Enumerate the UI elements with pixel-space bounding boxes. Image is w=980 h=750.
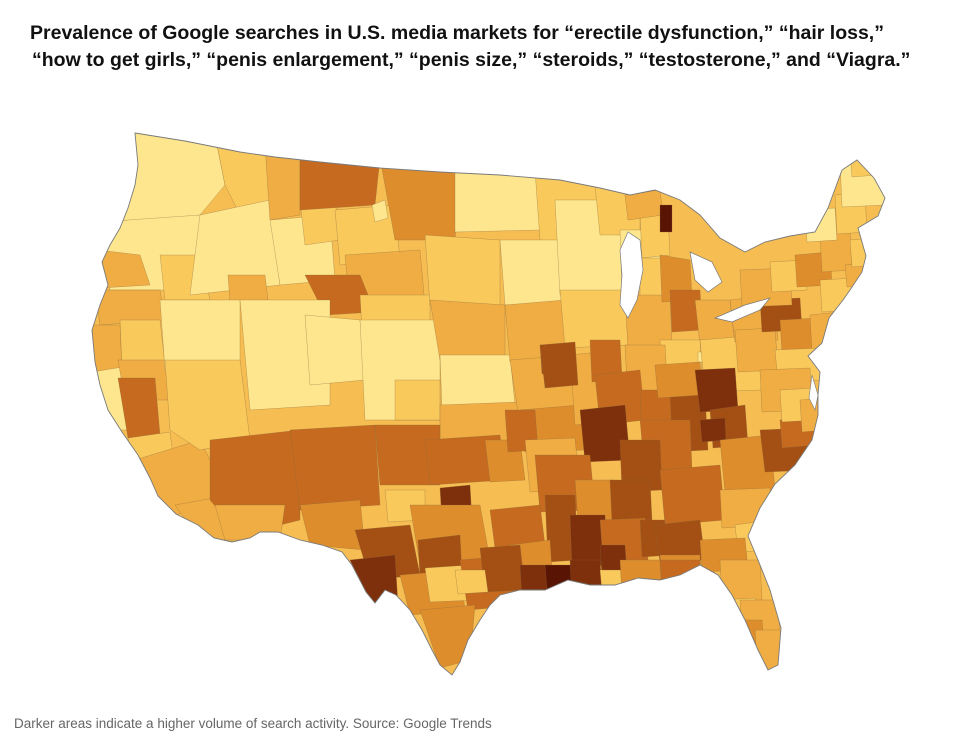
market-great-falls (299, 149, 381, 211)
market-boston (849, 237, 883, 268)
us-media-market-map (0, 110, 980, 710)
market-rapid-city (424, 234, 501, 306)
market-san-angelo (349, 554, 399, 606)
lake-michigan (619, 231, 644, 319)
market-tucson (214, 504, 286, 541)
market-grand-junction (304, 314, 366, 386)
market-bluefield (699, 417, 727, 443)
market-evansville (539, 341, 579, 389)
market-jacksonville (719, 559, 763, 603)
market-lexington (654, 361, 703, 399)
market-charleston-wv (694, 367, 739, 413)
title-line-1: Prevalence of Google searches in U.S. me… (30, 22, 884, 44)
market-sioux-falls (499, 239, 566, 306)
market-new-orleans (569, 559, 604, 603)
market-lincoln (439, 354, 516, 411)
us-outline (91, 132, 886, 676)
lake-erie (713, 297, 771, 323)
market-reno (159, 299, 241, 371)
market-philadelphia (809, 311, 843, 353)
market-huntsville (609, 479, 653, 523)
market-columbia-sc (719, 487, 773, 529)
markets-layer (92, 133, 885, 675)
chesapeake-bay (808, 374, 819, 411)
title-line-2: “how to get girls,” “penis enlargement,”… (32, 49, 911, 71)
market-twin-falls (227, 274, 269, 303)
market-calumet (659, 204, 673, 233)
market-des-moines (559, 289, 629, 349)
market-colorado-springs (394, 379, 441, 421)
map-svg (91, 132, 886, 676)
market-albuquerque (289, 424, 381, 511)
market-north-platte (429, 299, 506, 361)
map-caption: Darker areas indicate a higher volume of… (14, 716, 492, 731)
market-dothan (659, 559, 703, 588)
market-atlanta (659, 464, 726, 526)
market-eureka (92, 324, 123, 373)
market-pittsburgh (734, 327, 779, 373)
market-beaumont (454, 569, 489, 595)
lake-huron (689, 251, 723, 293)
map-title: Prevalence of Google searches in U.S. me… (30, 20, 970, 74)
market-glendive (371, 199, 389, 223)
market-presque-isle (849, 149, 878, 178)
market-burlington (804, 207, 838, 243)
market-amarillo (374, 424, 441, 486)
